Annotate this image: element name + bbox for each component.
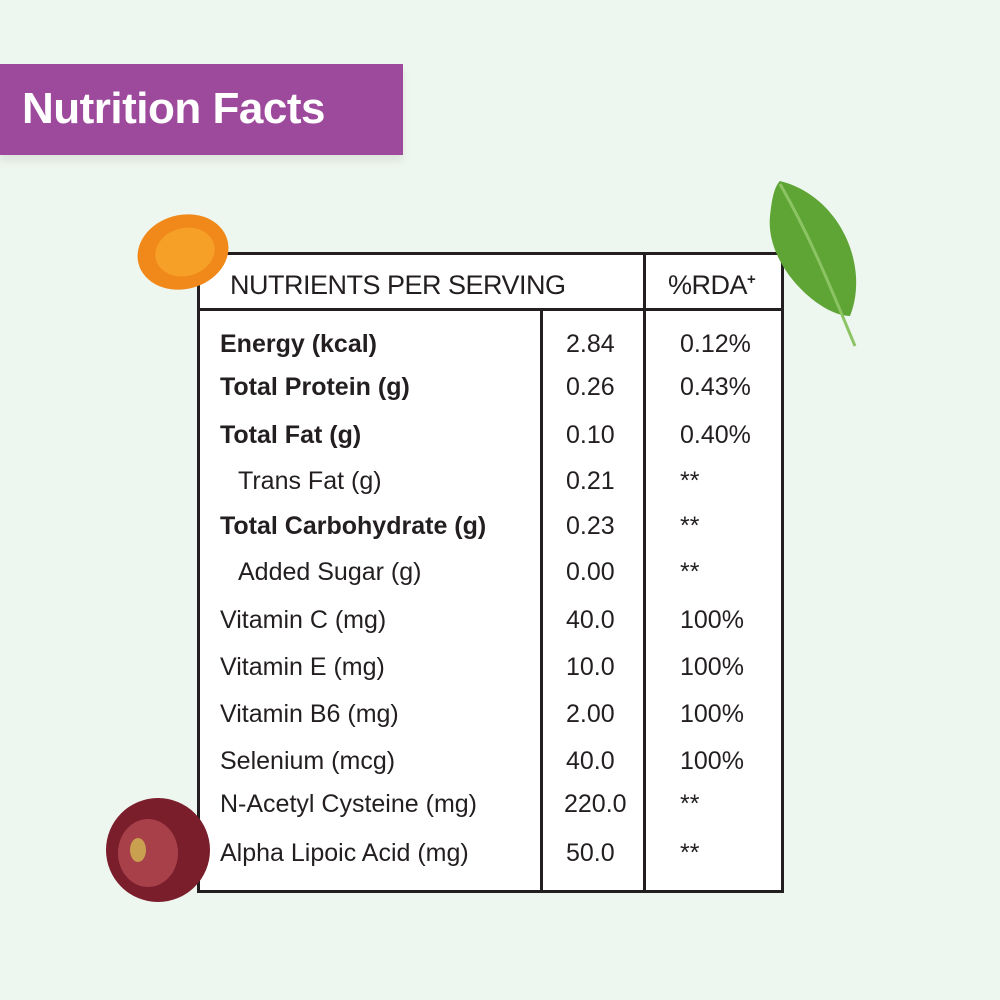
nutrient-name: N-Acetyl Cysteine (mg) bbox=[220, 790, 477, 818]
nutrient-name: Vitamin E (mg) bbox=[220, 653, 385, 681]
nutrient-value: 0.26 bbox=[566, 373, 615, 401]
table-row: N-Acetyl Cysteine (mg) 220.0 ** bbox=[200, 784, 781, 824]
table-row: Energy (kcal) 2.84 0.12% bbox=[200, 324, 781, 364]
title-banner: Nutrition Facts bbox=[0, 64, 403, 155]
header-rda-label: %RDA bbox=[668, 270, 748, 300]
nutrition-table: NUTRIENTS PER SERVING %RDA+ Energy (kcal… bbox=[197, 252, 784, 893]
nutrient-value: 40.0 bbox=[566, 606, 615, 634]
nutrient-rda: ** bbox=[680, 467, 700, 495]
table-row: Total Fat (g) 0.10 0.40% bbox=[200, 415, 781, 455]
table-row: Vitamin E (mg) 10.0 100% bbox=[200, 647, 781, 687]
nutrient-rda: ** bbox=[680, 839, 700, 867]
table-row: Selenium (mcg) 40.0 100% bbox=[200, 741, 781, 781]
nutrient-value: 0.21 bbox=[566, 467, 615, 495]
nutrient-value: 10.0 bbox=[566, 653, 615, 681]
nutrient-name: Alpha Lipoic Acid (mg) bbox=[220, 839, 469, 867]
nutrient-name: Vitamin C (mg) bbox=[220, 606, 387, 634]
nutrient-name: Total Fat (g) bbox=[220, 421, 362, 449]
basil-leaf-icon bbox=[769, 181, 857, 347]
header-nutrients: NUTRIENTS PER SERVING bbox=[230, 270, 566, 300]
column-divider bbox=[643, 255, 646, 890]
table-row: Alpha Lipoic Acid (mg) 50.0 ** bbox=[200, 833, 781, 873]
table-row: Trans Fat (g) 0.21 ** bbox=[200, 461, 781, 501]
table-header: NUTRIENTS PER SERVING %RDA+ bbox=[200, 255, 781, 311]
nutrient-rda: 100% bbox=[680, 700, 744, 728]
nutrient-name: Trans Fat (g) bbox=[238, 467, 382, 495]
nutrient-rda: ** bbox=[680, 790, 700, 818]
nutrient-value: 2.84 bbox=[566, 330, 615, 358]
nutrient-rda: 100% bbox=[680, 606, 744, 634]
turmeric-slice-icon bbox=[137, 214, 229, 290]
table-row: Added Sugar (g) 0.00 ** bbox=[200, 552, 781, 592]
nutrient-rda: 0.40% bbox=[680, 421, 751, 449]
nutrient-value: 0.23 bbox=[566, 512, 615, 540]
nutrient-value: 40.0 bbox=[566, 747, 615, 775]
table-row: Total Carbohydrate (g) 0.23 ** bbox=[200, 506, 781, 546]
nutrient-rda: ** bbox=[680, 558, 700, 586]
nutrient-rda: ** bbox=[680, 512, 700, 540]
nutrient-value: 0.00 bbox=[566, 558, 615, 586]
nutrient-value: 2.00 bbox=[566, 700, 615, 728]
nutrient-name: Total Carbohydrate (g) bbox=[220, 512, 487, 540]
nutrient-rda: 0.12% bbox=[680, 330, 751, 358]
nutrient-value: 50.0 bbox=[566, 839, 615, 867]
header-rda-mark: + bbox=[747, 271, 756, 288]
nutrient-name: Total Protein (g) bbox=[220, 373, 410, 401]
table-row: Vitamin B6 (mg) 2.00 100% bbox=[200, 694, 781, 734]
nutrient-name: Selenium (mcg) bbox=[220, 747, 396, 775]
nutrient-name: Energy (kcal) bbox=[220, 330, 378, 358]
nutrient-value: 220.0 bbox=[564, 790, 627, 818]
table-row: Vitamin C (mg) 40.0 100% bbox=[200, 600, 781, 640]
header-rda: %RDA+ bbox=[668, 270, 756, 301]
table-row: Total Protein (g) 0.26 0.43% bbox=[200, 367, 781, 407]
page-title: Nutrition Facts bbox=[22, 84, 325, 133]
nutrient-rda: 0.43% bbox=[680, 373, 751, 401]
nutrient-name: Added Sugar (g) bbox=[238, 558, 422, 586]
nutrient-name: Vitamin B6 (mg) bbox=[220, 700, 399, 728]
nutrient-value: 0.10 bbox=[566, 421, 615, 449]
nutrient-rda: 100% bbox=[680, 653, 744, 681]
grape-icon bbox=[106, 798, 210, 902]
nutrient-rda: 100% bbox=[680, 747, 744, 775]
column-divider bbox=[540, 311, 543, 890]
